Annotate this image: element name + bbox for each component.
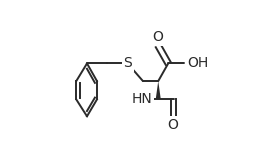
Text: OH: OH [187, 56, 209, 71]
Text: O: O [167, 118, 178, 132]
Text: HN: HN [132, 92, 153, 106]
Text: S: S [123, 56, 132, 71]
Text: O: O [152, 30, 163, 44]
Polygon shape [156, 81, 161, 99]
